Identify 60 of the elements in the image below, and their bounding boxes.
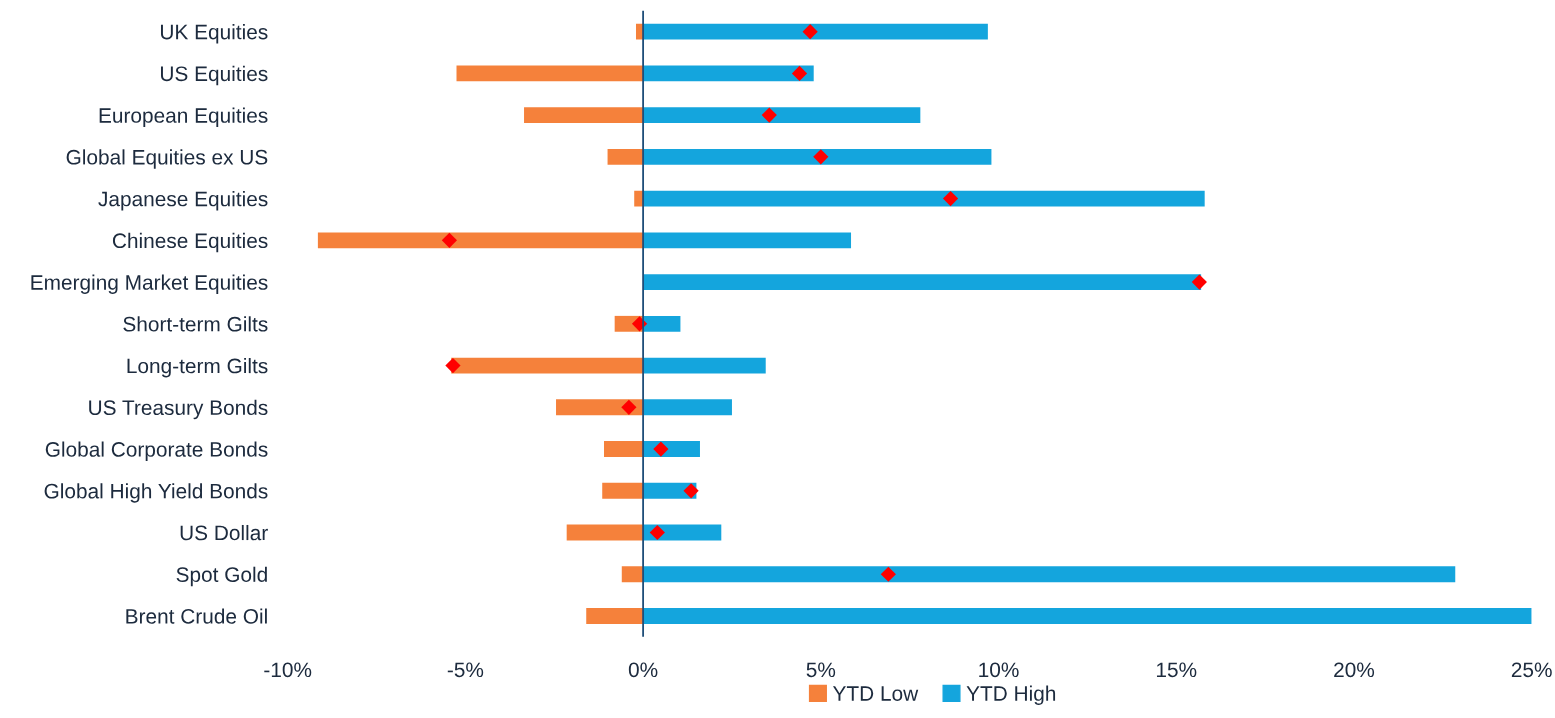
x-tick-label: -10% (264, 662, 312, 678)
bar (524, 107, 644, 124)
bar (456, 65, 644, 82)
bar (643, 315, 681, 332)
bar (643, 357, 766, 374)
point (880, 566, 896, 582)
bar (643, 608, 1532, 624)
bar (643, 274, 1202, 291)
point (1191, 274, 1207, 290)
point (445, 357, 461, 374)
y-tick-label: US Dollar (180, 524, 268, 541)
point (653, 441, 669, 457)
point (791, 65, 808, 81)
point (761, 107, 777, 123)
bar (643, 23, 988, 40)
x-tick-label: 0% (628, 662, 658, 678)
y-tick-label: Chinese Equities (112, 232, 268, 253)
point (813, 149, 829, 165)
bar (643, 232, 852, 249)
point (942, 190, 959, 207)
y-tick-label: Japanese Equities (98, 191, 268, 211)
y-tick-label: Emerging Market Equities (31, 274, 268, 294)
x-tick-label: 20% (1334, 662, 1375, 678)
point (621, 399, 637, 415)
legend-label: YTD High (966, 685, 1056, 705)
bar (643, 148, 992, 165)
bar (643, 190, 1205, 207)
x-tick-label: 5% (806, 662, 836, 678)
point (683, 483, 699, 499)
point (441, 232, 457, 248)
y-tick-label: UK Equities (160, 24, 268, 44)
legend-label: YTD Low (832, 686, 919, 701)
bar (643, 566, 1456, 583)
x-tick-label: 25% (1511, 662, 1552, 678)
bar (317, 232, 644, 249)
y-tick-label: European Equities (99, 107, 268, 127)
y-tick-label: US Treasury Bonds (89, 399, 268, 420)
bar (566, 524, 644, 541)
bar (604, 441, 644, 457)
x-tick-label: 15% (1156, 662, 1197, 678)
x-tick-label: -5% (447, 662, 484, 678)
y-tick-label: Global Corporate Bonds (45, 441, 268, 461)
y-tick-label: Global Equities ex US (66, 149, 268, 169)
bar (643, 399, 732, 416)
y-tick-label: Spot Gold (176, 566, 267, 587)
bar (607, 148, 644, 165)
bar (602, 482, 644, 499)
point (802, 24, 818, 40)
y-tick-label: Global High Yield Bonds (44, 483, 268, 503)
point (649, 524, 665, 541)
bar (621, 566, 644, 583)
bar (643, 65, 814, 82)
bar (586, 608, 644, 624)
x-tick-label: 10% (979, 662, 1019, 678)
bar (643, 107, 921, 124)
y-tick-label: US Equities (160, 65, 268, 86)
y-tick-label: Long-term Gilts (127, 358, 268, 378)
bar (451, 357, 644, 374)
y-tick-label: Brent Crude Oil (126, 608, 267, 624)
y-tick-label: Short-term Gilts (123, 316, 268, 332)
